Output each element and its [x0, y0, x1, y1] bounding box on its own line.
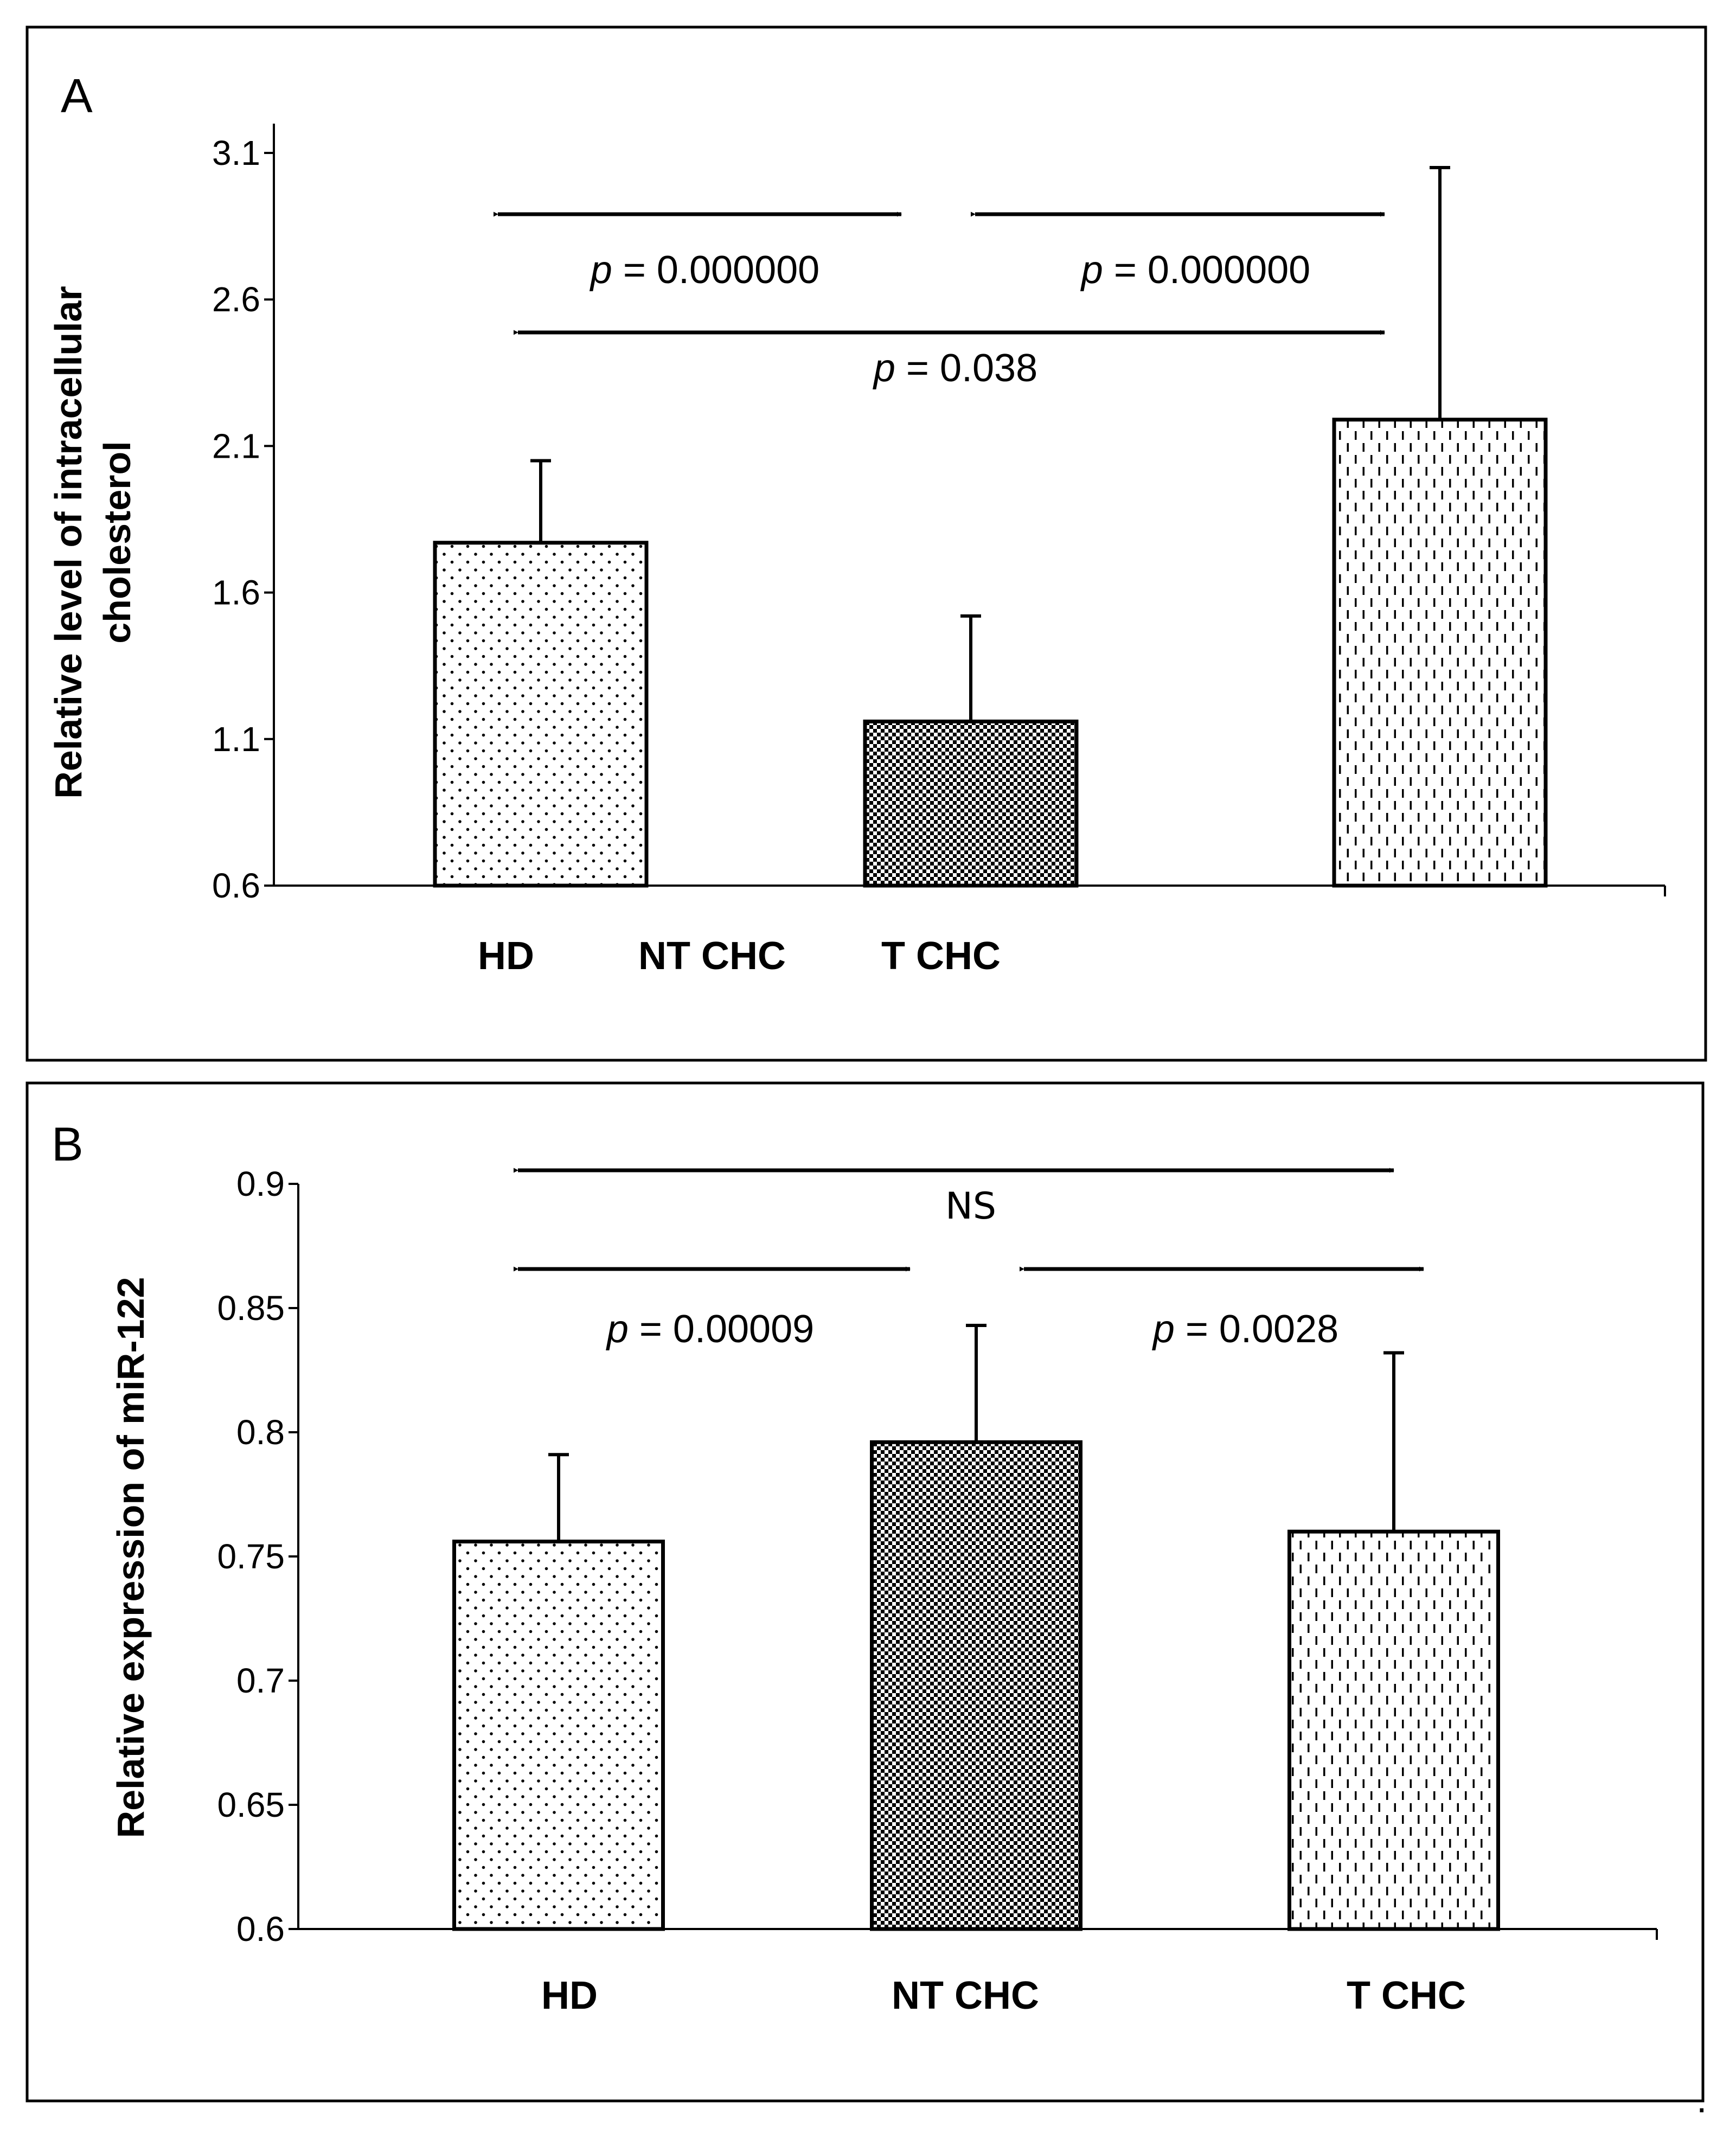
- panel-b-y-axis-label: Relative expression of miR-122: [110, 1277, 152, 1838]
- panel-a-y-tick-label: 2.6: [212, 280, 260, 319]
- panel-a-y-tick-label: 1.1: [212, 720, 260, 759]
- panel-b-label: B: [52, 1117, 84, 1171]
- p-symbol: p: [606, 1308, 629, 1351]
- panel-a-x-tick-label: HD: [478, 934, 534, 978]
- panel-a-frame: [25, 25, 1707, 1062]
- p-value-text: = 0.00009: [629, 1308, 814, 1351]
- p-value-text: = 0.0028: [1175, 1308, 1338, 1351]
- panel-a-chart: 0.6 1.1 1.6 2.1 2.6 3.1 HD NT CHC T CHC Relative …: [47, 124, 1666, 978]
- panel-b-y-tick-label: 0.85: [217, 1289, 285, 1328]
- panel-b-y-tick-label: 0.75: [217, 1537, 285, 1576]
- p-value-text: = 0.000000: [1103, 248, 1310, 292]
- panel-a-p-value-label: p = 0.038: [873, 347, 1037, 390]
- panel-b-y-tick-label: 0.9: [236, 1164, 285, 1203]
- panel-a-bar-nt-chc: [863, 719, 1079, 888]
- p-symbol: p: [1080, 248, 1103, 292]
- footnote-mark: .: [1696, 2078, 1707, 2120]
- panel-a-label: A: [61, 69, 93, 123]
- panel-a-y-axis-label-line2: cholesterol: [96, 441, 138, 643]
- panel-a-y-tick-label: 2.1: [212, 426, 260, 465]
- panel-b-y-tick-label: 0.8: [236, 1413, 285, 1452]
- panel-b-frame: [25, 1081, 1705, 2103]
- p-symbol: p: [873, 347, 895, 390]
- panel-b-ns-label: NS: [945, 1185, 996, 1228]
- panel-b-p-value-label: p = 0.00009: [606, 1308, 814, 1351]
- panel-b-bar-t-chc: [1287, 1529, 1500, 1931]
- panel-b-y-tick-label: 0.6: [236, 1909, 285, 1949]
- panel-b-x-tick-label: T CHC: [1347, 1974, 1466, 2017]
- panel-a-y-tick-label: 3.1: [212, 133, 260, 172]
- panel-b-p-value-label: p = 0.0028: [1152, 1308, 1338, 1351]
- panel-b-y-tick-label: 0.65: [217, 1785, 285, 1824]
- panel-b-y-tick-label: 0.7: [236, 1661, 285, 1700]
- p-symbol: p: [590, 248, 612, 292]
- panel-a-p-value-label: p = 0.000000: [590, 248, 819, 292]
- p-value-text: = 0.038: [895, 347, 1037, 390]
- panel-a-y-axis-label: Relative level of intracellular: [47, 286, 89, 798]
- panel-b-x-tick-label: HD: [541, 1974, 598, 2017]
- panel-b-chart: 0.6 0.65 0.7 0.75 0.8 0.85 0.9 HD NT CHC T CHC Rel…: [110, 1164, 1658, 2017]
- p-symbol: p: [1152, 1308, 1175, 1351]
- p-value-text: = 0.000000: [612, 248, 819, 292]
- panel-b-bar-hd: [452, 1540, 665, 1931]
- panel-a-bar-hd: [433, 541, 649, 888]
- panel-b-x-tick-label: NT CHC: [892, 1974, 1039, 2017]
- panel-a-y-tick-label: 1.6: [212, 573, 260, 612]
- panel-a-x-tick-label: NT CHC: [638, 934, 786, 978]
- panel-b-bar-nt-chc: [870, 1440, 1082, 1931]
- panel-a-bar-t-chc: [1332, 418, 1548, 888]
- panel-a-y-tick-label: 0.6: [212, 866, 260, 905]
- panel-a-p-value-label: p = 0.000000: [1080, 248, 1310, 292]
- panel-a-x-tick-label: T CHC: [881, 934, 1001, 978]
